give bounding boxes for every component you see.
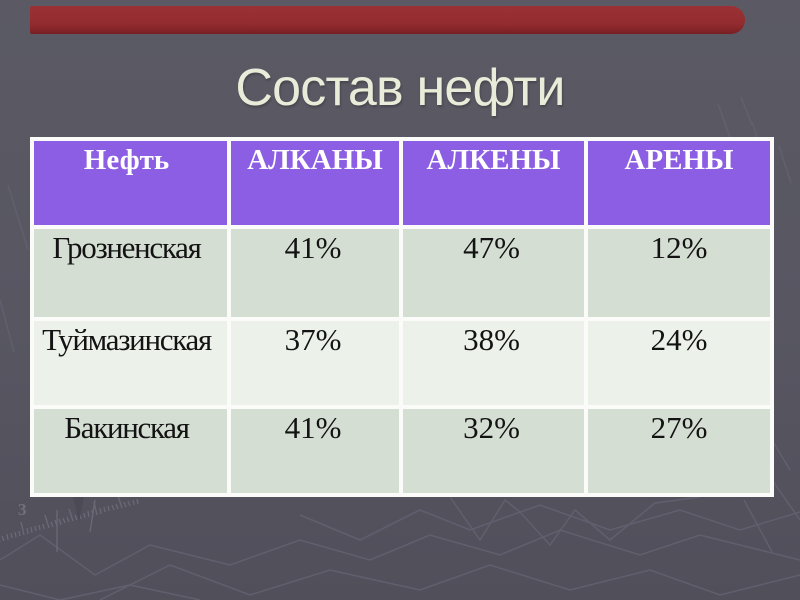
svg-text:3: 3 [18, 500, 27, 519]
